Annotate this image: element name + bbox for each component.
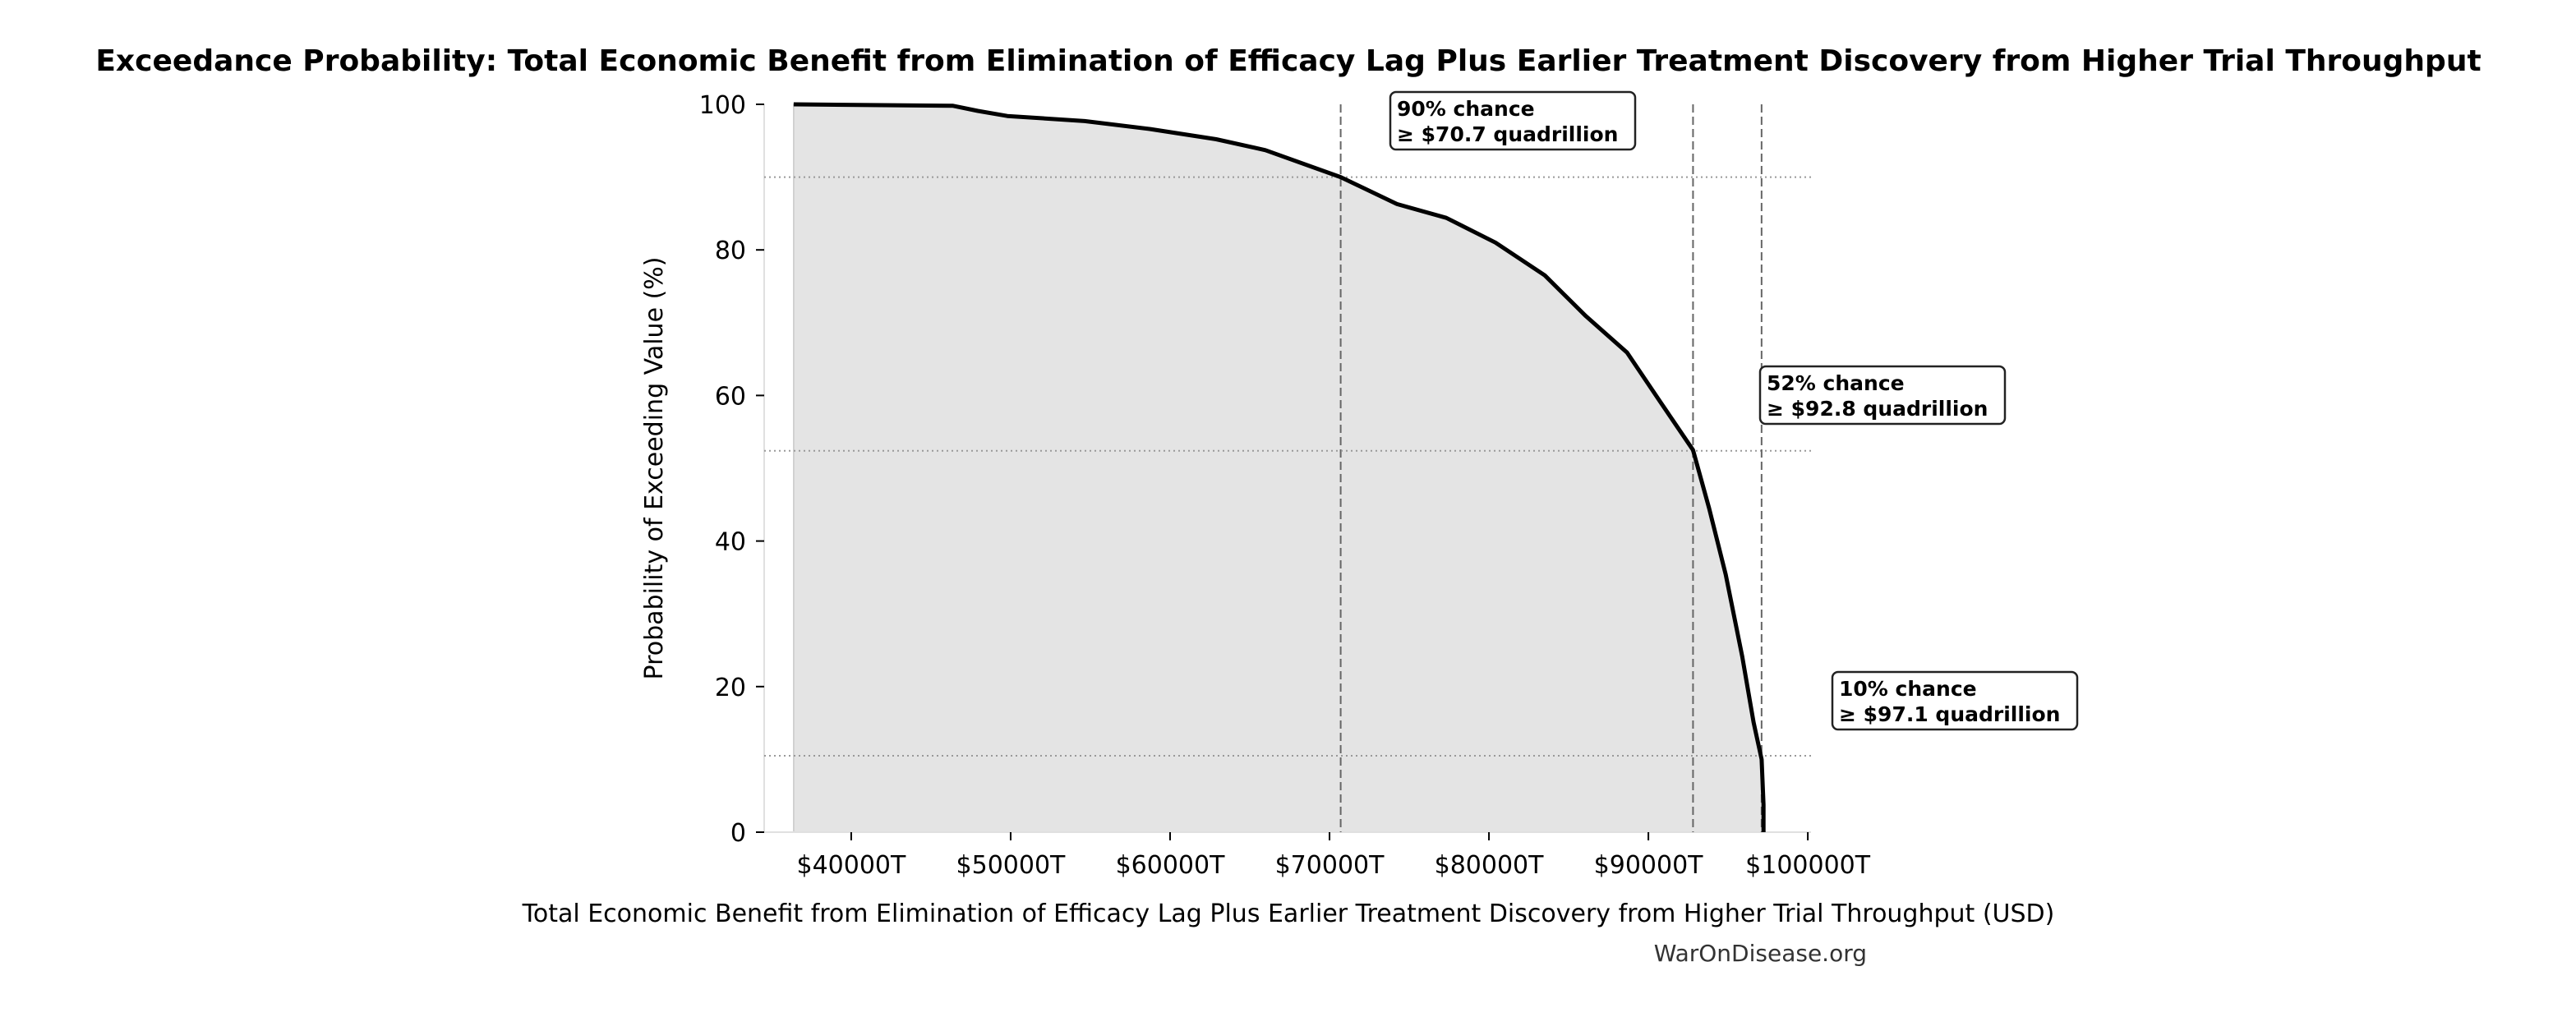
annotation-line1: 90% chance bbox=[1397, 97, 1535, 121]
annotation-box bbox=[1758, 365, 2007, 426]
chart-title: Exceedance Probability: Total Economic B… bbox=[95, 44, 2481, 78]
x-tick-label: $40000T bbox=[797, 851, 907, 880]
x-tick-label: $80000T bbox=[1435, 851, 1545, 880]
annotation-line2: ≥ $97.1 quadrillion bbox=[1839, 702, 2060, 726]
y-tick-label: 0 bbox=[730, 819, 746, 848]
annotation-line2: ≥ $92.8 quadrillion bbox=[1767, 397, 1988, 421]
watermark: WarOnDisease.org bbox=[1654, 940, 1867, 967]
y-axis-label: Probability of Exceeding Value (%) bbox=[640, 257, 669, 680]
annotation-box bbox=[1831, 670, 2079, 731]
x-tick-label: $100000T bbox=[1745, 851, 1871, 880]
annotation-box bbox=[1389, 90, 1637, 151]
x-tick-label: $60000T bbox=[1116, 851, 1226, 880]
y-tick-label: 60 bbox=[715, 382, 746, 411]
annotation-line2: ≥ $70.7 quadrillion bbox=[1397, 122, 1618, 146]
y-tick-label: 100 bbox=[699, 91, 746, 120]
x-tick-label: $90000T bbox=[1594, 851, 1704, 880]
annotation-line1: 52% chance bbox=[1767, 371, 1905, 395]
y-tick-label: 20 bbox=[715, 674, 746, 702]
y-tick-label: 80 bbox=[715, 237, 746, 265]
annotation-line1: 10% chance bbox=[1839, 677, 1977, 701]
y-tick-label: 40 bbox=[715, 528, 746, 557]
x-axis-label: Total Economic Benefit from Elimination … bbox=[522, 900, 2055, 928]
exceedance-curve bbox=[793, 102, 1766, 832]
x-tick-label: $70000T bbox=[1275, 851, 1385, 880]
plot-area: $40000T $50000T $60000T $70000T $80000T $9000… bbox=[699, 90, 2079, 880]
x-tick-label: $50000T bbox=[956, 851, 1067, 880]
exceedance-area bbox=[793, 104, 1764, 833]
